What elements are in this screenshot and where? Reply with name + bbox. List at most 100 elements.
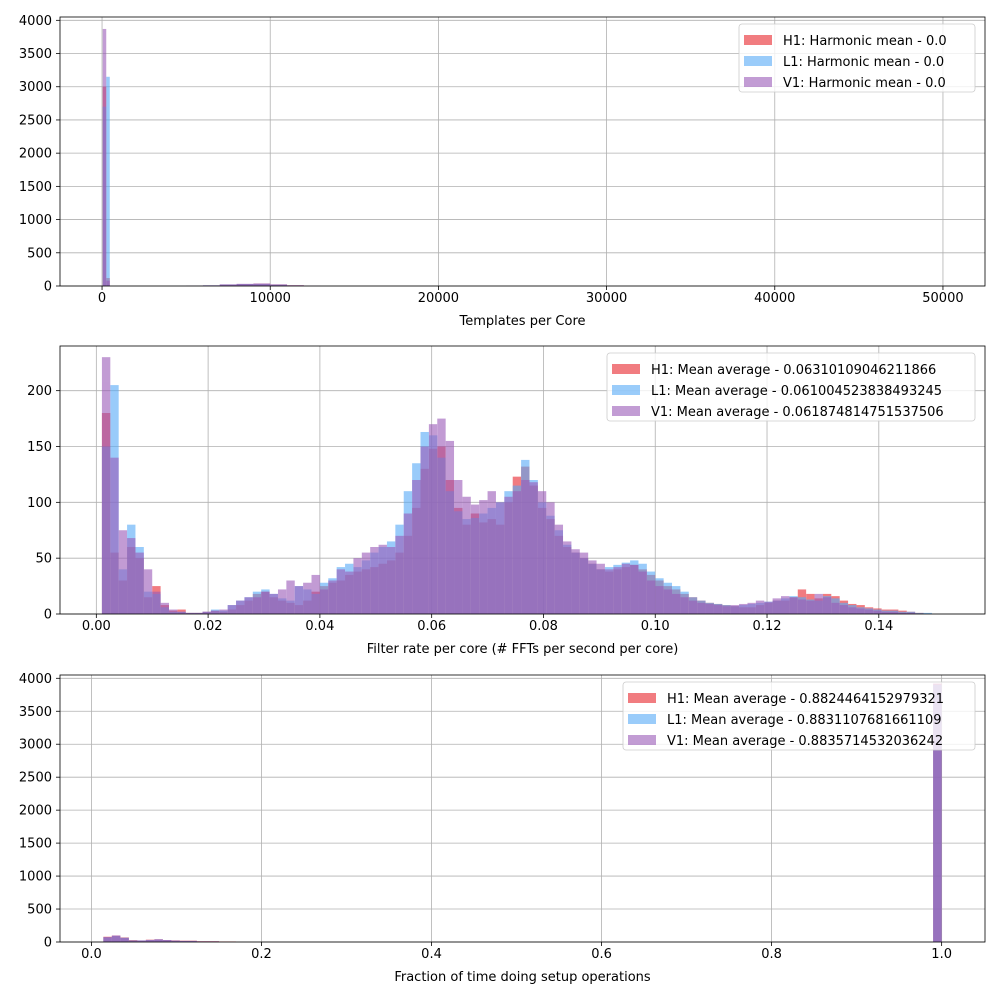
histogram-bar (137, 940, 146, 942)
histogram-bar (437, 418, 446, 614)
histogram-bar (253, 283, 271, 286)
histogram-bar (127, 538, 136, 614)
histogram-bar (336, 569, 346, 614)
panel-3: 0.0 0.2 0.4 0.6 0.8 1.0 0 500 1000 1500 2000 2500 30… (19, 672, 986, 985)
histogram-bar (269, 593, 278, 614)
legend: H1: Mean average - 0.8824464152979321 L1:… (622, 681, 976, 751)
histogram-bar (898, 612, 907, 614)
histogram-bar (210, 610, 220, 614)
histogram-bar (294, 586, 304, 614)
histogram-bar (106, 280, 110, 286)
histogram-bar (688, 600, 698, 614)
panel-2: 0.00 0.02 0.04 0.06 0.08 0.10 0.12 0.14 0 50 100 15… (27, 345, 986, 657)
x-tick-label: 10000 (250, 291, 291, 306)
axes-frame (59, 16, 986, 287)
y-tick-label: 2500 (19, 113, 52, 128)
histogram-bar (780, 596, 790, 614)
legend-swatch (744, 35, 772, 45)
histogram-bar (730, 605, 740, 614)
histogram-bar (102, 28, 107, 286)
y-tick-label: 2500 (19, 771, 52, 786)
histogram-bar (395, 535, 404, 614)
x-tick-label: 0 (98, 291, 106, 306)
legend: H1: Harmonic mean - 0.0 L1: Harmonic mean… (738, 23, 976, 93)
histogram-bar (171, 940, 180, 942)
histogram-bar (705, 603, 714, 614)
bars (102, 28, 321, 287)
x-tick-label: 0.04 (305, 619, 334, 634)
x-tick-label: 0.6 (591, 947, 612, 962)
x-tick-label: 0.4 (421, 947, 442, 962)
histogram-bar (479, 500, 488, 614)
x-tick-label: 0.00 (82, 619, 111, 634)
histogram-bar (764, 601, 773, 614)
legend-swatch (744, 56, 772, 66)
legend: H1: Mean average - 0.06310109046211866 L1… (606, 352, 976, 422)
x-tick-label: 0.14 (864, 619, 893, 634)
histogram-bar (831, 602, 840, 614)
histogram-bar (487, 491, 496, 614)
histogram-bar (672, 593, 681, 614)
y-tick-label: 100 (27, 496, 52, 511)
histogram-bar (128, 940, 138, 942)
histogram-bar (856, 608, 865, 614)
histogram-bar (219, 609, 228, 614)
histogram-bar (713, 605, 723, 614)
histogram-bar (797, 599, 807, 614)
histogram-bar (822, 597, 832, 614)
histogram-bar (177, 611, 186, 614)
histogram-bar (630, 564, 639, 614)
histogram-bar (495, 502, 505, 614)
y-tick-label: 0 (44, 608, 52, 623)
x-tick-label: 1.0 (931, 947, 952, 962)
histogram-bar (236, 283, 254, 286)
histogram-bar (454, 480, 463, 614)
y-tick-label: 200 (27, 384, 52, 399)
legend-swatch (612, 406, 640, 416)
histogram-bar (504, 496, 513, 614)
series-3-bars (101, 357, 916, 614)
histogram-bar (345, 571, 354, 614)
histogram-bar (613, 567, 622, 614)
histogram-bar (252, 597, 262, 614)
histogram-bar (143, 569, 153, 614)
x-tick-label: 0.12 (753, 619, 782, 634)
histogram-bar (428, 424, 438, 614)
series-3-bars (102, 28, 321, 286)
y-tick-label: 500 (27, 246, 52, 261)
histogram-bar (470, 504, 480, 614)
histogram-bar (554, 524, 564, 614)
x-axis-label: Templates per Core (458, 314, 585, 329)
x-tick-label: 0.2 (251, 947, 272, 962)
histogram-bar (378, 544, 387, 614)
histogram-bar (512, 491, 522, 614)
y-tick-label: 4000 (19, 672, 52, 687)
histogram-bar (386, 547, 396, 614)
series-2-bars (102, 76, 304, 287)
histogram-bar (638, 571, 647, 614)
histogram-bar (286, 580, 295, 614)
legend-entry: L1: Mean average - 0.061004523838493245 (651, 384, 942, 399)
legend-entry: V1: Harmonic mean - 0.0 (783, 76, 946, 91)
y-tick-label: 2000 (19, 147, 52, 162)
histogram-bar (270, 284, 288, 286)
histogram-bar (655, 586, 664, 614)
x-tick-label: 0.08 (529, 619, 558, 634)
x-tick-label: 30000 (586, 291, 627, 306)
legend-swatch (744, 77, 772, 87)
histogram-bar (311, 574, 320, 614)
histogram-bar (244, 597, 253, 614)
histogram-bar (179, 940, 197, 942)
histogram-bar (864, 609, 874, 614)
legend-box (738, 23, 976, 93)
histogram-bar (663, 589, 673, 614)
x-tick-label: 20000 (418, 291, 459, 306)
histogram-bar (120, 938, 129, 942)
y-tick-label: 1000 (19, 870, 52, 885)
x-tick-label: 0.8 (761, 947, 782, 962)
histogram-bar (236, 600, 245, 614)
histogram-bar (521, 480, 530, 614)
histogram-bar (145, 939, 155, 942)
legend-swatch (628, 693, 656, 703)
